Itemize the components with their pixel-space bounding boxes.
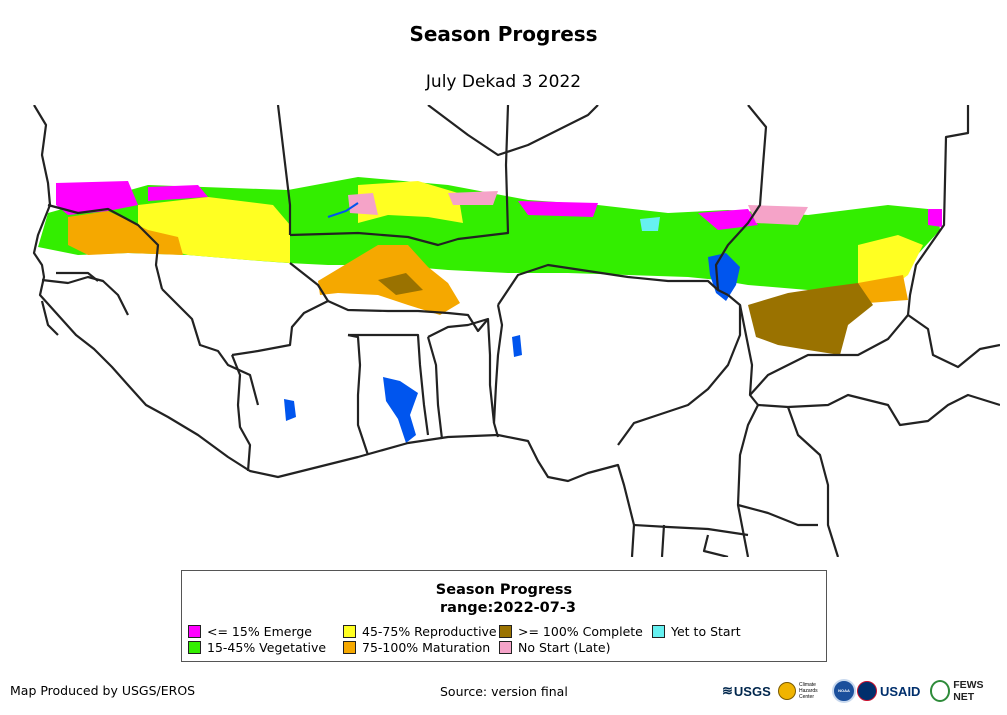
legend-item-no-start: No Start (Late) bbox=[499, 641, 610, 655]
legend: Season Progress range:2022-07-3 <= 15% E… bbox=[181, 570, 827, 662]
legend-label-reproductive: 45-75% Reproductive bbox=[362, 624, 497, 639]
fews-globe-icon bbox=[930, 680, 951, 702]
zone-emerge-niger bbox=[518, 201, 598, 217]
producer-credit: Map Produced by USGS/EROS bbox=[10, 683, 196, 698]
legend-item-vegetative: 15-45% Vegetative bbox=[188, 641, 326, 655]
map-subtitle: July Dekad 3 2022 bbox=[425, 72, 582, 92]
legend-label-maturation: 75-100% Maturation bbox=[362, 640, 491, 655]
chc-logo: Climate Hazards Center bbox=[778, 678, 831, 704]
band-maturation-chad bbox=[858, 275, 908, 303]
band-maturation-west bbox=[68, 211, 183, 255]
legend-swatch-reproductive bbox=[343, 625, 356, 638]
season-progress-map bbox=[32, 105, 1000, 557]
legend-label-yet-to-start: Yet to Start bbox=[671, 624, 741, 639]
legend-label-emerge: <= 15% Emerge bbox=[207, 624, 312, 639]
zone-no-start-centre bbox=[348, 193, 378, 215]
legend-label-no-start: No Start (Late) bbox=[518, 640, 611, 655]
zone-no-start-mali bbox=[448, 191, 498, 205]
legend-item-yet-to-start: Yet to Start bbox=[652, 625, 741, 639]
partner-logos: ≋ USGS Climate Hazards Center NOAA USAID … bbox=[722, 678, 1002, 704]
legend-swatch-maturation bbox=[343, 641, 356, 654]
chc-drop-icon bbox=[778, 682, 796, 700]
lake-kainji bbox=[512, 335, 522, 357]
country-borders bbox=[32, 105, 1000, 557]
zone-complete-burkina bbox=[378, 273, 423, 295]
legend-item-maturation: 75-100% Maturation bbox=[343, 641, 490, 655]
usaid-logo: USAID bbox=[857, 678, 920, 704]
zone-emerge-west bbox=[56, 181, 138, 215]
lake-volta bbox=[383, 377, 418, 443]
zone-emerge-chad bbox=[928, 209, 942, 227]
legend-label-complete: >= 100% Complete bbox=[518, 624, 643, 639]
legend-item-complete: >= 100% Complete bbox=[499, 625, 643, 639]
legend-range: range:2022-07-3 bbox=[440, 600, 576, 616]
legend-item-emerge: <= 15% Emerge bbox=[188, 625, 312, 639]
legend-swatch-yet-to-start bbox=[652, 625, 665, 638]
river-niger bbox=[327, 202, 359, 218]
legend-swatch-emerge bbox=[188, 625, 201, 638]
legend-swatch-complete bbox=[499, 625, 512, 638]
noaa-logo: NOAA bbox=[832, 678, 856, 704]
data-source: Source: version final bbox=[440, 684, 568, 699]
map-title: Season Progress bbox=[409, 22, 598, 46]
legend-title: Season Progress range:2022-07-3 bbox=[182, 581, 826, 617]
fews-net-logo: FEWS NET bbox=[930, 678, 1002, 704]
legend-title-text: Season Progress bbox=[435, 582, 573, 598]
zone-emerge-mali bbox=[148, 185, 208, 201]
band-reproductive-east bbox=[858, 235, 923, 290]
zone-complete-cameroon bbox=[748, 283, 873, 355]
zone-yet-to-start bbox=[640, 217, 660, 231]
zone-emerge-nigeria bbox=[698, 209, 758, 230]
usaid-seal-icon bbox=[857, 681, 877, 701]
usgs-logo: ≋ USGS bbox=[722, 683, 771, 699]
legend-label-vegetative: 15-45% Vegetative bbox=[207, 640, 327, 655]
lake-kossou bbox=[284, 399, 296, 421]
legend-item-reproductive: 45-75% Reproductive bbox=[343, 625, 497, 639]
legend-swatch-no-start bbox=[499, 641, 512, 654]
band-reproductive-centre bbox=[358, 181, 463, 223]
zone-no-start-east bbox=[748, 205, 808, 225]
legend-swatch-vegetative bbox=[188, 641, 201, 654]
